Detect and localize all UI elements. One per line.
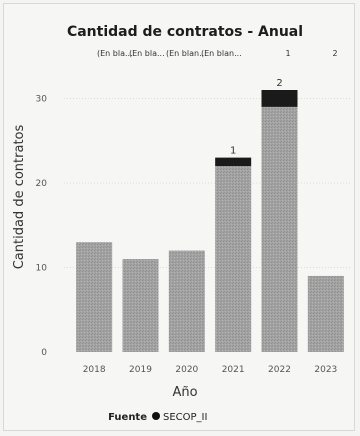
x-axis-label: Año (172, 385, 197, 400)
bar-2022 (261, 106, 298, 352)
bar-2020 (168, 250, 205, 352)
data-label: 1 (230, 146, 236, 157)
bar-2021-secop (215, 157, 252, 167)
legend-bottom-label: SECOP_II (163, 412, 207, 423)
x-tick-label: 2020 (175, 365, 198, 375)
x-tick-label: 2022 (268, 365, 291, 375)
bar-2019 (122, 259, 159, 352)
y-axis-label: Cantidad de contratos (12, 125, 27, 270)
bar-2021 (215, 166, 252, 352)
legend-top-item: (En blan... (201, 49, 242, 58)
legend-top-item: 1 (285, 49, 290, 58)
data-label: 2 (276, 78, 282, 89)
legend-bottom-title: Fuente (108, 412, 147, 423)
y-axis-ticks: 0 10 20 30 (36, 94, 48, 358)
x-axis-ticks: 2018 2019 2020 2021 2022 2023 (83, 365, 338, 375)
x-tick-label: 2019 (129, 365, 152, 375)
chart-card: Cantidad de contratos - Anual (En bla...… (3, 3, 355, 431)
bar-2022-secop (261, 90, 298, 107)
legend-bottom: Fuente SECOP_II (108, 412, 207, 423)
bar-2018 (76, 242, 113, 352)
x-tick-label: 2023 (314, 365, 337, 375)
bar-2023 (307, 275, 344, 352)
gridlines (64, 97, 352, 268)
legend-top: (En bla...(En bla... (En blan...(En blan.… (97, 49, 338, 58)
x-tick-label: 2018 (83, 365, 106, 375)
y-tick-label: 0 (41, 348, 47, 358)
y-tick-label: 10 (36, 263, 48, 273)
bars: 12 (76, 78, 344, 352)
legend-top-item: (En bla... (97, 49, 133, 58)
x-tick-label: 2021 (222, 365, 245, 375)
y-tick-label: 30 (36, 94, 48, 104)
bar-chart: Cantidad de contratos - Anual (En bla...… (12, 24, 352, 423)
chart-title: Cantidad de contratos - Anual (67, 24, 303, 40)
legend-top-item: 2 (332, 49, 337, 58)
y-tick-label: 20 (36, 179, 48, 189)
legend-top-item: (En blan... (166, 49, 207, 58)
legend-bottom-swatch (152, 412, 160, 420)
legend-top-item: (En bla... (129, 49, 165, 58)
